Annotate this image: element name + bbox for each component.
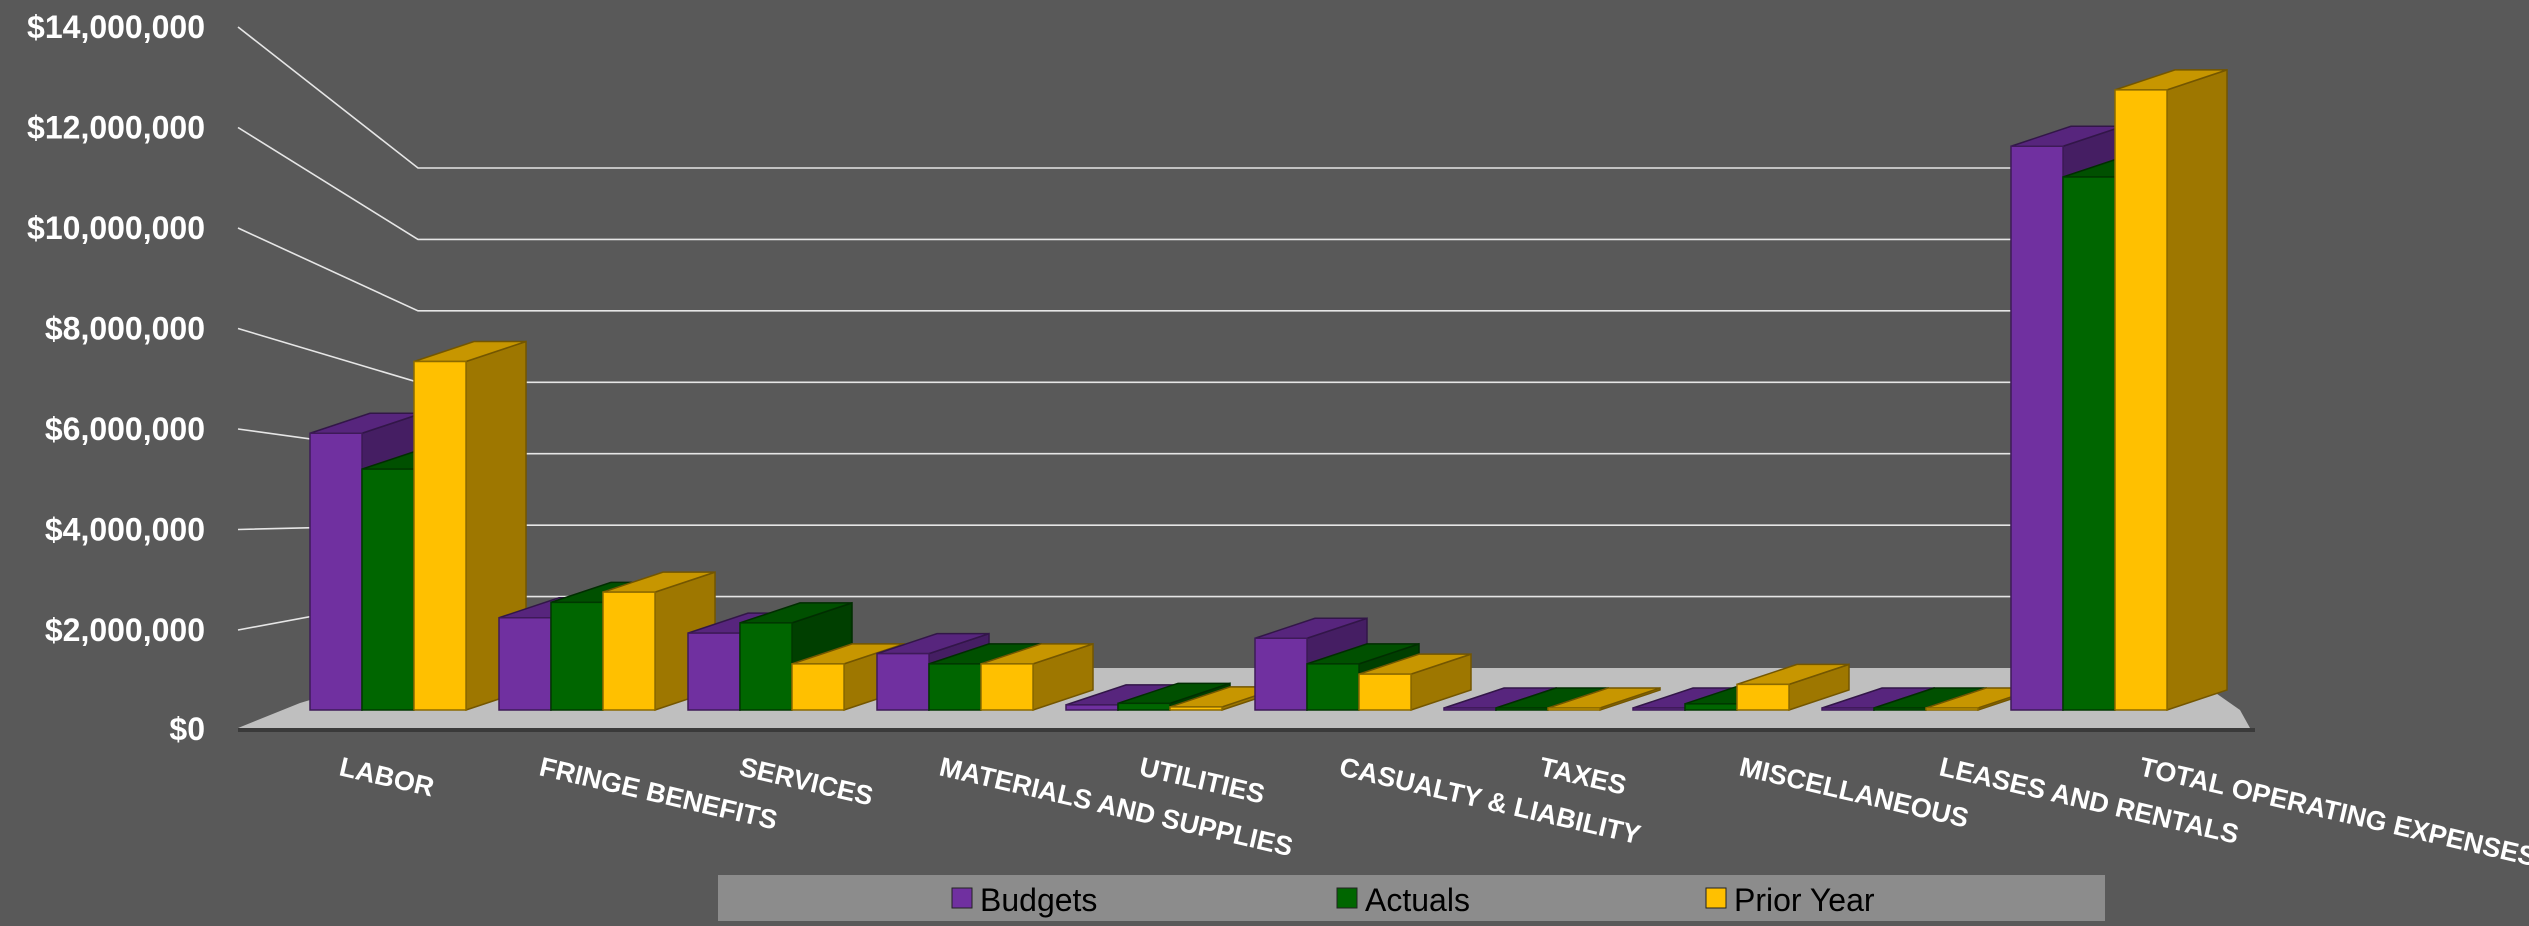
x-tick-label: MISCELLANEOUS [1737, 752, 1972, 834]
bar-front [1443, 707, 1497, 711]
y-tick-label: $0 [169, 711, 205, 747]
bar-side [2166, 68, 2228, 712]
bar [1736, 663, 1850, 712]
legend-label: Budgets [980, 882, 1097, 918]
bar-front [1632, 707, 1686, 711]
bar-front [1306, 663, 1360, 711]
bar-front [2010, 145, 2064, 711]
bar-front [1254, 637, 1308, 711]
legend-swatch [1705, 887, 1727, 909]
bar [980, 642, 1094, 712]
legend-item: Budgets [951, 882, 1097, 918]
bar-front [1873, 707, 1927, 711]
y-tick-label: $6,000,000 [45, 411, 205, 447]
y-tick-label: $10,000,000 [27, 210, 205, 246]
bar-front [1358, 673, 1412, 711]
bar-front [413, 360, 467, 711]
bar-front [2062, 176, 2116, 711]
bar-front [1495, 707, 1549, 711]
gridline [237, 227, 2072, 312]
bar-front [687, 632, 741, 711]
bar-front [1169, 706, 1223, 711]
legend-swatch [1336, 887, 1358, 909]
gridline [237, 26, 2072, 169]
bar-front [739, 622, 793, 711]
legend-label: Actuals [1365, 882, 1470, 918]
bar-front [361, 468, 415, 711]
bar-front [309, 432, 363, 711]
bar-front [791, 663, 845, 711]
legend-label: Prior Year [1734, 882, 1875, 918]
x-tick-label: MATERIALS AND SUPPLIES [937, 752, 1296, 863]
y-tick-label: $4,000,000 [45, 512, 205, 548]
bar [602, 571, 716, 712]
bar-front [1821, 707, 1875, 711]
bar [1547, 686, 1661, 712]
bar-front [928, 663, 982, 711]
bar-front [498, 617, 552, 711]
bar-front [1684, 703, 1738, 711]
gridline [237, 126, 2072, 241]
legend: Budgets Actuals Prior Year [951, 882, 1875, 918]
x-tick-label: TAXES [1537, 752, 1630, 801]
y-tick-label: $14,000,000 [27, 9, 205, 45]
bar-front [1925, 707, 1979, 711]
bar [1358, 653, 1472, 712]
y-tick-label: $12,000,000 [27, 110, 205, 146]
bar [2114, 68, 2228, 712]
legend-box [718, 875, 2105, 921]
bar-front [980, 663, 1034, 711]
bar-front [602, 591, 656, 711]
legend-item: Prior Year [1705, 882, 1875, 918]
bar-front [2114, 89, 2168, 711]
legend-item: Actuals [1336, 882, 1470, 918]
legend-swatch [951, 887, 973, 909]
bar-front [1736, 683, 1790, 711]
y-tick-label: $8,000,000 [45, 311, 205, 347]
x-tick-label: LABOR [337, 752, 437, 803]
bar-front [1547, 707, 1601, 711]
bar-front [1065, 704, 1119, 711]
bar-front [1117, 702, 1171, 711]
bar-front [876, 652, 930, 711]
bar-front [550, 601, 604, 711]
y-tick-label: $2,000,000 [45, 612, 205, 648]
